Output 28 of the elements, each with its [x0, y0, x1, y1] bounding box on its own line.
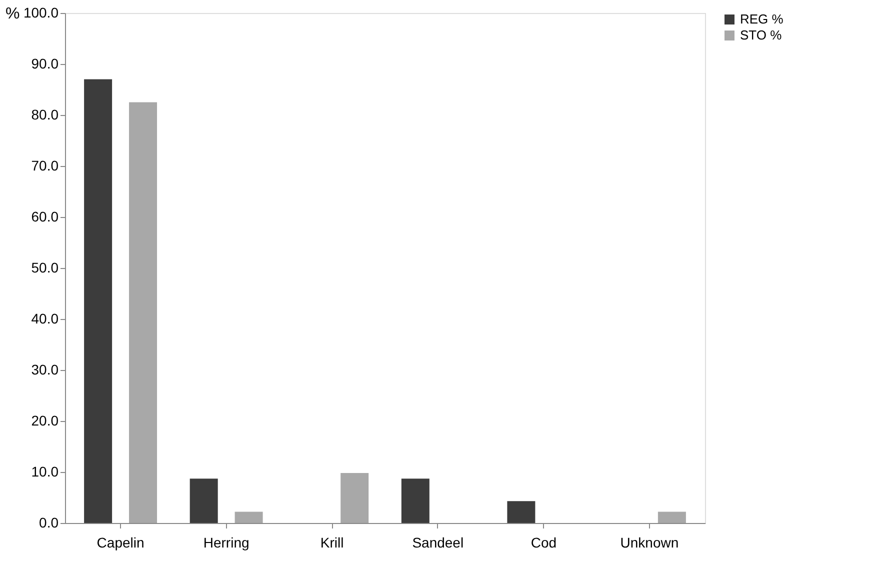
- x-tick-label: Capelin: [96, 534, 144, 550]
- bar: [658, 512, 686, 523]
- y-tick-label: 20.0: [31, 412, 59, 428]
- y-tick-label: 30.0: [31, 362, 59, 378]
- x-tick-label: Sandeel: [412, 534, 464, 550]
- bar: [84, 79, 112, 523]
- x-tick-label: Herring: [203, 534, 250, 550]
- bar: [401, 478, 430, 523]
- bar: [507, 501, 536, 523]
- legend-label: STO %: [740, 28, 782, 42]
- bar: [234, 512, 263, 523]
- x-tick-label: Krill: [320, 534, 344, 550]
- y-tick-label: 60.0: [31, 208, 59, 224]
- x-tick-label: Unknown: [620, 534, 679, 550]
- y-tick-label: 10.0: [31, 464, 59, 480]
- y-tick-label: 80.0: [31, 106, 59, 122]
- y-axis-title: %: [6, 6, 20, 22]
- y-tick-label: 100.0: [23, 4, 59, 20]
- y-tick-label: 90.0: [31, 56, 59, 72]
- bar: [340, 473, 369, 523]
- y-tick-label: 50.0: [31, 260, 59, 276]
- bar: [129, 102, 158, 523]
- bar: [190, 478, 218, 523]
- y-tick-label: 70.0: [31, 158, 59, 174]
- y-tick-label: 0.0: [39, 514, 59, 530]
- x-tick-label: Cod: [530, 534, 557, 550]
- y-tick-label: 40.0: [31, 310, 59, 326]
- legend-label: REG %: [740, 12, 784, 26]
